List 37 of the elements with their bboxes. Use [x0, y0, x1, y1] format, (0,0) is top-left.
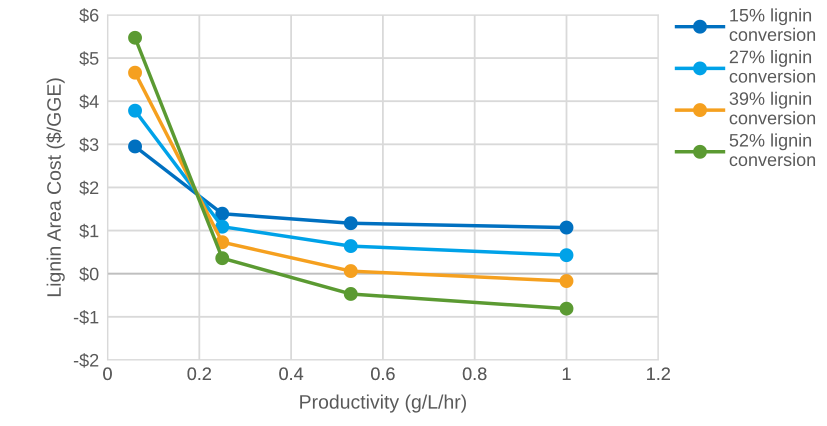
legend-label: 27% lignin conversion: [730, 50, 816, 83]
point: [215, 206, 230, 221]
point: [128, 104, 142, 118]
x-tick-label: 1.2: [647, 367, 670, 380]
point: [215, 251, 230, 266]
y-axis-title: Lignin Area Cost ($/GGE): [46, 78, 65, 296]
x-tick-label: 0.6: [371, 367, 395, 380]
x-tick-label: 0.4: [279, 367, 304, 380]
y-tick-label: -$2: [74, 353, 98, 368]
y-tick-label: $6: [79, 8, 98, 23]
point: [215, 220, 230, 234]
y-tick-label: $2: [79, 180, 98, 196]
point: [128, 140, 142, 154]
point: [344, 287, 358, 301]
point: [560, 302, 574, 316]
point: [560, 248, 574, 262]
x-axis-title: Productivity (g/L/hr): [300, 394, 466, 413]
y-tick-label: $1: [79, 224, 98, 238]
point: [560, 220, 574, 234]
x-tick-label: 0.8: [462, 367, 486, 380]
legend-label: 52% lignin conversion: [730, 133, 816, 166]
point: [344, 264, 358, 278]
x-tick-label: 1: [562, 368, 571, 380]
x-tick-label: 0: [103, 367, 112, 380]
y-tick-label: $0: [79, 266, 98, 282]
legend-label: 15% lignin conversion: [730, 8, 816, 42]
y-tick-label: -$1: [74, 310, 98, 325]
legend-label: 39% lignin conversion: [730, 92, 816, 124]
point: [344, 239, 358, 254]
x-tick-label: 0.2: [187, 367, 211, 380]
point: [128, 30, 142, 45]
point: [344, 216, 358, 230]
point: [128, 66, 142, 80]
y-tick-label: $4: [79, 94, 99, 109]
y-tick-label: $3: [79, 137, 98, 152]
point: [560, 274, 574, 288]
y-tick-label: $5: [79, 51, 98, 66]
